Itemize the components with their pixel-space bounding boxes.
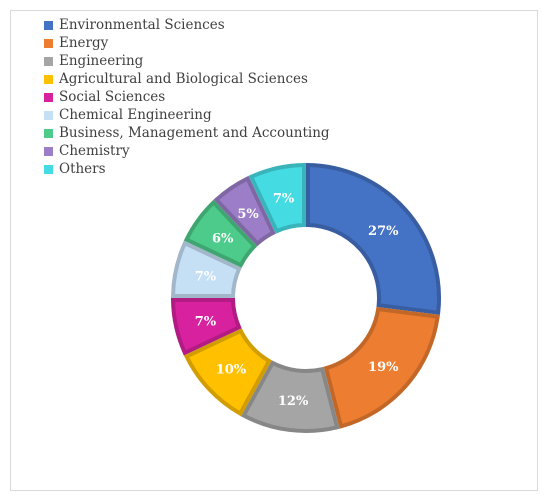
- legend-label: Engineering: [59, 53, 144, 69]
- slice-value-label: 7%: [273, 191, 295, 206]
- legend-label: Energy: [59, 35, 109, 51]
- slice-value-label: 12%: [278, 394, 309, 409]
- legend-swatch: [44, 164, 53, 174]
- slice-value-label: 6%: [212, 231, 234, 246]
- legend-swatch: [44, 38, 53, 48]
- donut-slice-2: [323, 306, 440, 429]
- legend-label: Others: [59, 161, 106, 177]
- donut-slice-4: [183, 328, 272, 417]
- legend-swatch: [44, 20, 53, 30]
- legend-label: Social Sciences: [59, 89, 166, 105]
- slice-value-label: 10%: [216, 363, 247, 378]
- legend-label: Chemistry: [59, 143, 130, 159]
- legend-item-chemical-engineering: Chemical Engineering: [44, 106, 330, 124]
- legend-swatch: [44, 146, 53, 156]
- slice-value-label: 7%: [195, 314, 217, 329]
- donut-slice-7: [183, 199, 258, 268]
- donut-slice-3: [240, 360, 340, 433]
- legend-item-energy: Energy: [44, 34, 330, 52]
- legend-swatch: [44, 74, 53, 84]
- legend-item-chemistry: Chemistry: [44, 142, 330, 160]
- legend-item-environmental-sciences: Environmental Sciences: [44, 16, 330, 34]
- legend-label: Agricultural and Biological Sciences: [59, 71, 308, 87]
- legend-item-others: Others: [44, 160, 330, 178]
- donut-slice-1: [306, 162, 441, 315]
- donut-slice-6: [170, 240, 242, 298]
- legend-item-social-sciences: Social Sciences: [44, 88, 330, 106]
- slice-value-label: 7%: [195, 270, 217, 285]
- legend-label: Business, Management and Accounting: [59, 125, 330, 141]
- slice-value-label: 19%: [368, 360, 399, 375]
- donut-slice-8: [213, 175, 276, 247]
- legend-swatch: [44, 56, 53, 66]
- legend: Environmental Sciences Energy Engineerin…: [44, 16, 330, 178]
- legend-item-business: Business, Management and Accounting: [44, 124, 330, 142]
- legend-swatch: [44, 92, 53, 102]
- slice-value-label: 5%: [237, 207, 259, 222]
- legend-swatch: [44, 128, 53, 138]
- donut-slice-9: [248, 162, 306, 234]
- legend-label: Environmental Sciences: [59, 17, 225, 33]
- legend-swatch: [44, 110, 53, 120]
- legend-label: Chemical Engineering: [59, 107, 212, 123]
- slice-value-label: 27%: [368, 224, 399, 239]
- donut-slice-5: [170, 298, 242, 356]
- legend-item-agricultural: Agricultural and Biological Sciences: [44, 70, 330, 88]
- legend-item-engineering: Engineering: [44, 52, 330, 70]
